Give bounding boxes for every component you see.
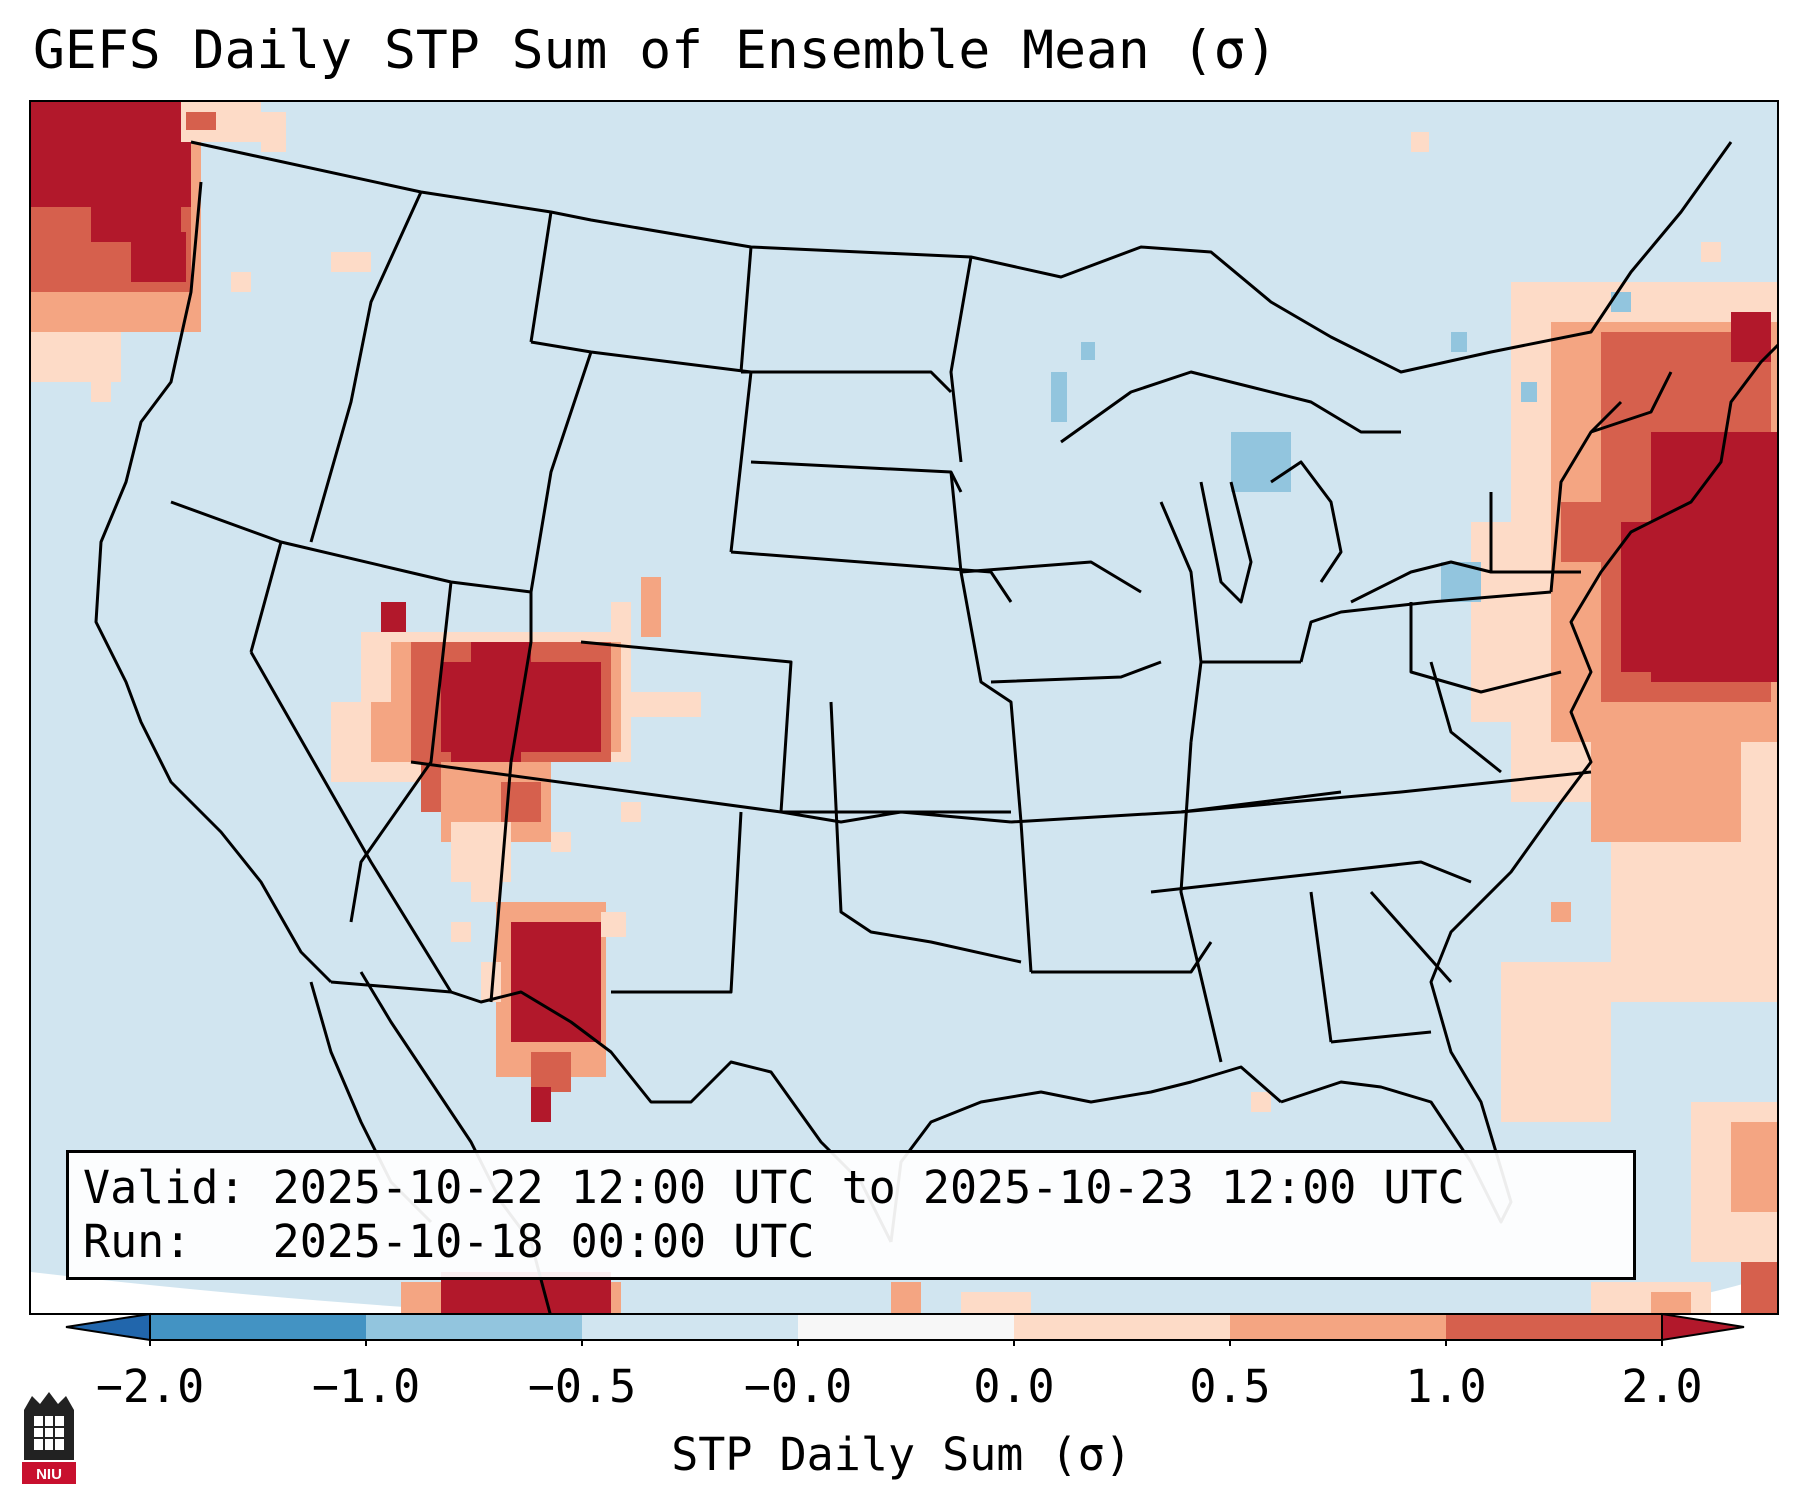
colorbar-tick-label: 0.5 <box>1189 1360 1271 1413</box>
colorbar-tick-label: 2.0 <box>1621 1360 1703 1413</box>
colorbar-tick-label: −0.0 <box>743 1360 853 1413</box>
map-canvas <box>31 102 1777 1313</box>
colorbar-tick-label: −0.5 <box>527 1360 637 1413</box>
colorbar-bin <box>1230 1314 1447 1340</box>
colorbar-bin <box>798 1314 1015 1340</box>
anomaly-northeast-atlantic <box>1251 132 1777 1313</box>
projection-edge <box>31 1272 504 1313</box>
anomaly-pacific-northwest <box>31 102 371 402</box>
colorbar-bin <box>150 1314 367 1340</box>
stp-anomaly-layer <box>31 102 1777 1313</box>
colorbar-tick-label: −1.0 <box>311 1360 421 1413</box>
anomaly-four-corners <box>331 577 701 942</box>
colorbar-tick-label: −2.0 <box>95 1360 205 1413</box>
colorbar-outline <box>149 1313 1663 1341</box>
colorbar-tick-label: 1.0 <box>1405 1360 1487 1413</box>
projection-edge-right <box>1605 1273 1777 1313</box>
colorbar-label: STP Daily Sum (σ) <box>671 1428 1132 1481</box>
colorbar-extend-high <box>1661 1312 1745 1342</box>
map-panel[interactable] <box>29 100 1779 1315</box>
valid-time-text: Valid: 2025-10-22 12:00 UTC to 2025-10-2… <box>83 1161 1465 1214</box>
colorbar <box>65 1312 1745 1346</box>
colorbar-bin <box>366 1314 583 1340</box>
validity-info-box: Valid: 2025-10-22 12:00 UTC to 2025-10-2… <box>66 1150 1636 1280</box>
anomaly-northern-mexico <box>481 902 626 1122</box>
run-time-text: Run: 2025-10-18 00:00 UTC <box>83 1215 815 1268</box>
colorbar-bin <box>1014 1314 1231 1340</box>
chart-title: GEFS Daily STP Sum of Ensemble Mean (σ) <box>33 20 1278 81</box>
colorbar-bin <box>1446 1314 1663 1340</box>
colorbar-extend-low <box>65 1312 151 1342</box>
colorbar-tick-label: 0.0 <box>973 1360 1055 1413</box>
niu-logo-icon: NIU <box>22 1392 76 1484</box>
colorbar-bin <box>582 1314 799 1340</box>
logo-text: NIU <box>36 1466 62 1483</box>
